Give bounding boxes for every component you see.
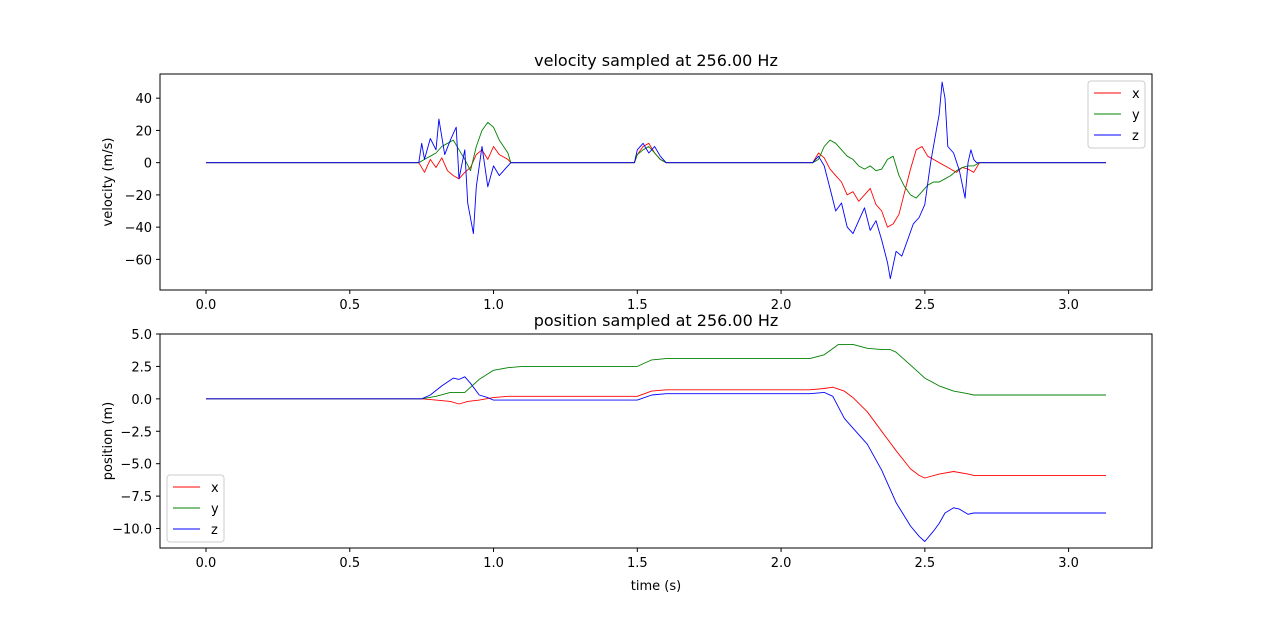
x-tick-label: 2.0 [771, 556, 792, 571]
legend-label-z: z [1132, 129, 1139, 144]
series-group [206, 343, 1106, 542]
y-tick-label: −2.5 [120, 425, 152, 440]
plot-frame [159, 73, 1153, 291]
chart-title: velocity sampled at 256.00 Hz [534, 51, 778, 70]
x-tick-label: 2.5 [915, 298, 936, 313]
plot-frame [159, 333, 1153, 549]
x-tick-label: 3.0 [1058, 298, 1079, 313]
y-tick-label: −60 [125, 253, 152, 268]
x-tick-label: 1.0 [483, 298, 504, 313]
y-tick-label: −7.5 [120, 490, 152, 505]
x-axis-label: time (s) [631, 579, 681, 594]
x-tick-label: 1.0 [483, 556, 504, 571]
legend-label-x: x [1132, 87, 1140, 102]
y-axis-label: velocity (m/s) [101, 138, 116, 227]
chart-title: position sampled at 256.00 Hz [534, 311, 779, 330]
legend-label-y: y [1132, 108, 1140, 123]
legend: xyz [1087, 80, 1146, 149]
series-line-z [206, 81, 1106, 280]
x-tick-label: 2.0 [771, 298, 792, 313]
y-tick-label: 2.5 [131, 360, 152, 375]
legend: xyz [166, 474, 225, 543]
series-line-y [206, 121, 1106, 199]
y-axis-label: position (m) [101, 402, 116, 480]
position-panel: 0.0 0.5 1.0 1.5 2.0 2.5 3.0 −10.0 −7.5 −5.0 −2.5 0.… [101, 311, 1153, 594]
series-line-z [206, 376, 1106, 542]
y-tick-label: 5.0 [131, 328, 152, 343]
legend-label-y: y [211, 502, 219, 517]
x-tick-label: 0.0 [196, 556, 217, 571]
legend-label-x: x [211, 481, 219, 496]
x-tick-label: 1.5 [627, 298, 648, 313]
y-tick-label: 40 [135, 92, 152, 107]
x-tick-label: 0.5 [339, 298, 360, 313]
y-tick-label: 0 [144, 157, 152, 172]
x-tick-label: 0.0 [196, 298, 217, 313]
x-tick-label: 1.5 [627, 556, 648, 571]
y-tick-label: −5.0 [120, 458, 152, 473]
series-line-x [206, 386, 1106, 479]
y-tick-label: 0.0 [131, 393, 152, 408]
y-tick-label: −40 [125, 221, 152, 236]
series-line-y [206, 343, 1106, 400]
x-tick-label: 3.0 [1058, 556, 1079, 571]
series-group [206, 81, 1106, 280]
legend-label-z: z [211, 523, 218, 538]
velocity-panel: 0.0 0.5 1.0 1.5 2.0 2.5 3.0 −60 −40 −20 0 20 40 veloc… [101, 51, 1153, 313]
x-tick-label: 0.5 [339, 556, 360, 571]
y-tick-label: 20 [135, 124, 152, 139]
x-tick-label: 2.5 [915, 556, 936, 571]
y-tick-label: −10.0 [112, 523, 152, 538]
series-line-x [206, 142, 1106, 228]
y-tick-label: −20 [125, 189, 152, 204]
